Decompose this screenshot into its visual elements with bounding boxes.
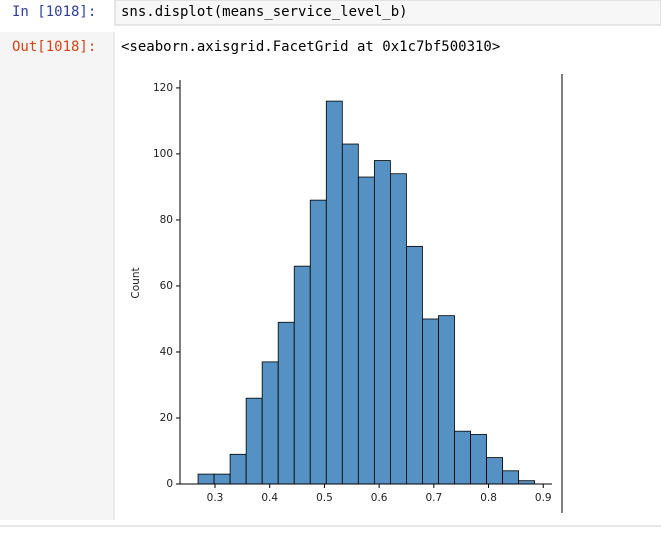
x-tick-label: 0.7 xyxy=(425,492,442,504)
output-text: <seaborn.axisgrid.FacetGrid at 0x1c7bf50… xyxy=(121,39,500,55)
x-tick-label: 0.5 xyxy=(316,492,333,504)
output-prompt: Out[1018]: xyxy=(12,39,96,55)
bar xyxy=(389,173,407,485)
bar xyxy=(373,160,391,485)
bar xyxy=(406,245,423,485)
y-tick-label: 120 xyxy=(153,82,173,94)
y-tick-label: 40 xyxy=(160,346,173,358)
bar xyxy=(422,318,439,485)
bar xyxy=(213,473,231,485)
x-tick-label: 0.4 xyxy=(261,492,278,504)
bar xyxy=(229,453,247,485)
bar xyxy=(486,457,504,485)
x-tick-label: 0.8 xyxy=(480,492,497,504)
code: sns.displot(means_service_level_b) xyxy=(121,4,408,20)
y-axis-label: Count xyxy=(130,267,142,298)
bar xyxy=(261,361,279,485)
bar xyxy=(309,199,327,485)
y-tick-label: 100 xyxy=(153,148,173,160)
bar xyxy=(325,100,343,485)
bar xyxy=(245,397,263,485)
bar xyxy=(454,430,471,485)
bar xyxy=(197,473,215,485)
bar xyxy=(293,265,311,485)
bar xyxy=(470,434,487,485)
input-prompt: In [1018]: xyxy=(12,4,96,20)
code-box[interactable] xyxy=(114,0,661,26)
y-tick-label: 0 xyxy=(166,478,173,490)
bar xyxy=(502,470,520,485)
x-tick-label: 0.3 xyxy=(207,492,224,504)
y-tick-label: 60 xyxy=(160,280,173,292)
bar xyxy=(357,176,375,485)
x-tick-label: 0.6 xyxy=(371,492,388,504)
bar xyxy=(438,315,455,485)
y-tick-label: 80 xyxy=(160,214,173,226)
bar xyxy=(277,321,295,485)
output-gutter xyxy=(0,32,114,520)
y-tick-label: 20 xyxy=(160,412,173,424)
bar xyxy=(341,143,359,485)
x-tick-label: 0.9 xyxy=(535,492,552,504)
